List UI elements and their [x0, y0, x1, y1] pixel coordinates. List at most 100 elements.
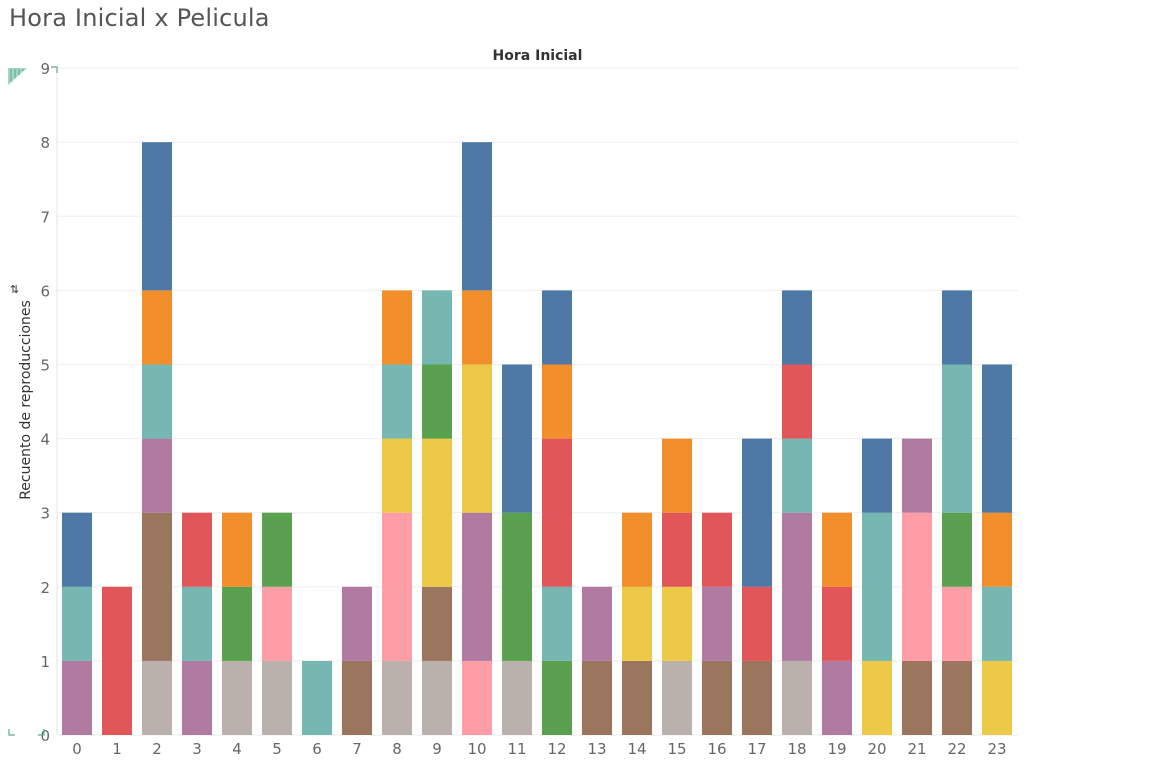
bar-segment[interactable]	[782, 660, 812, 735]
bar-segment[interactable]	[622, 512, 652, 587]
bar-segment[interactable]	[502, 364, 532, 513]
bar-segment[interactable]	[822, 586, 852, 661]
bar-segment[interactable]	[942, 364, 972, 513]
bar-segment[interactable]	[422, 586, 452, 661]
bar-segment[interactable]	[382, 512, 412, 661]
bar-segment[interactable]	[462, 364, 492, 513]
bar-segment[interactable]	[622, 586, 652, 661]
corner-bracket	[38, 729, 45, 736]
bar-segment[interactable]	[862, 660, 892, 735]
bar-segment[interactable]	[222, 660, 252, 735]
bar-segment[interactable]	[422, 660, 452, 735]
bar-segment[interactable]	[62, 586, 92, 661]
bar-segment[interactable]	[462, 512, 492, 661]
bar-segment[interactable]	[462, 290, 492, 365]
bar-segment[interactable]	[862, 438, 892, 513]
bar-segment[interactable]	[422, 438, 452, 587]
x-tick-label: 14	[627, 740, 646, 758]
bar-segment[interactable]	[342, 586, 372, 661]
bar-segment[interactable]	[982, 660, 1012, 735]
bar-segment[interactable]	[302, 660, 332, 735]
bar-segment[interactable]	[782, 438, 812, 513]
bar-segment[interactable]	[782, 512, 812, 661]
x-tick-label: 21	[907, 740, 926, 758]
bar-segment[interactable]	[782, 364, 812, 439]
bar-segment[interactable]	[262, 586, 292, 661]
bar-segment[interactable]	[822, 512, 852, 587]
bar-segment[interactable]	[382, 660, 412, 735]
sort-icon[interactable]: ⇅	[10, 283, 20, 296]
bar-segment[interactable]	[142, 364, 172, 439]
bar-segment[interactable]	[542, 438, 572, 587]
x-tick-label: 6	[312, 740, 322, 758]
bar-segment[interactable]	[902, 438, 932, 513]
bar-segment[interactable]	[902, 660, 932, 735]
bar-segment[interactable]	[862, 512, 892, 661]
bar-segment[interactable]	[182, 512, 212, 587]
bar-segment[interactable]	[942, 512, 972, 587]
x-tick-label: 3	[192, 740, 202, 758]
bar-segment[interactable]	[662, 438, 692, 513]
bar-segment[interactable]	[662, 512, 692, 587]
bar-segment[interactable]	[142, 438, 172, 513]
bar-segment[interactable]	[382, 364, 412, 439]
bar-segment[interactable]	[542, 290, 572, 365]
y-tick-label: 7	[40, 208, 50, 226]
bar-segment[interactable]	[822, 660, 852, 735]
bar-segment[interactable]	[382, 438, 412, 513]
bar-segment[interactable]	[942, 586, 972, 661]
bar-segment[interactable]	[702, 586, 732, 661]
bar-segment[interactable]	[702, 512, 732, 587]
bar-segment[interactable]	[462, 142, 492, 291]
sheet-title: Hora Inicial x Pelicula	[9, 4, 270, 32]
bar-segment[interactable]	[542, 364, 572, 439]
bar-segment[interactable]	[222, 512, 252, 587]
bar-segment[interactable]	[142, 512, 172, 661]
bar-segment[interactable]	[942, 290, 972, 365]
bar-segment[interactable]	[142, 660, 172, 735]
bar-segment[interactable]	[662, 660, 692, 735]
bar-segment[interactable]	[542, 586, 572, 661]
bar-segment[interactable]	[62, 512, 92, 587]
y-tick-label: 2	[40, 579, 50, 597]
bar-segment[interactable]	[742, 586, 772, 661]
bar-segment[interactable]	[502, 660, 532, 735]
chart-header: Hora Inicial	[492, 48, 583, 64]
x-tick-label: 11	[507, 740, 526, 758]
bar-segment[interactable]	[742, 660, 772, 735]
bar-segment[interactable]	[502, 512, 532, 661]
corner-bracket	[51, 66, 58, 73]
bar-segment[interactable]	[182, 660, 212, 735]
bar-segment[interactable]	[422, 290, 452, 365]
bar-segment[interactable]	[462, 660, 492, 735]
bar-segment[interactable]	[142, 290, 172, 365]
x-tick-label: 20	[867, 740, 886, 758]
bar-segment[interactable]	[342, 660, 372, 735]
bar-segment[interactable]	[142, 142, 172, 291]
x-tick-label: 15	[667, 740, 686, 758]
bar-segment[interactable]	[62, 660, 92, 735]
bar-segment[interactable]	[262, 512, 292, 587]
bar-segment[interactable]	[942, 660, 972, 735]
bar-segment[interactable]	[782, 290, 812, 365]
bar-segment[interactable]	[662, 586, 692, 661]
bar-segment[interactable]	[982, 512, 1012, 587]
x-tick-label: 17	[747, 740, 766, 758]
x-tick-label: 23	[987, 740, 1006, 758]
bar-segment[interactable]	[582, 660, 612, 735]
bar-segment[interactable]	[102, 586, 132, 735]
bar-segment[interactable]	[382, 290, 412, 365]
bar-segment[interactable]	[222, 586, 252, 661]
bar-segment[interactable]	[982, 364, 1012, 513]
bar-segment[interactable]	[902, 512, 932, 661]
bar-segment[interactable]	[742, 438, 772, 587]
bar-segment[interactable]	[182, 586, 212, 661]
bar-segment[interactable]	[262, 660, 292, 735]
x-tick-label: 2	[152, 740, 162, 758]
bar-segment[interactable]	[982, 586, 1012, 661]
bar-segment[interactable]	[542, 660, 572, 735]
bar-segment[interactable]	[622, 660, 652, 735]
bar-segment[interactable]	[582, 586, 612, 661]
bar-segment[interactable]	[422, 364, 452, 439]
bar-segment[interactable]	[702, 660, 732, 735]
